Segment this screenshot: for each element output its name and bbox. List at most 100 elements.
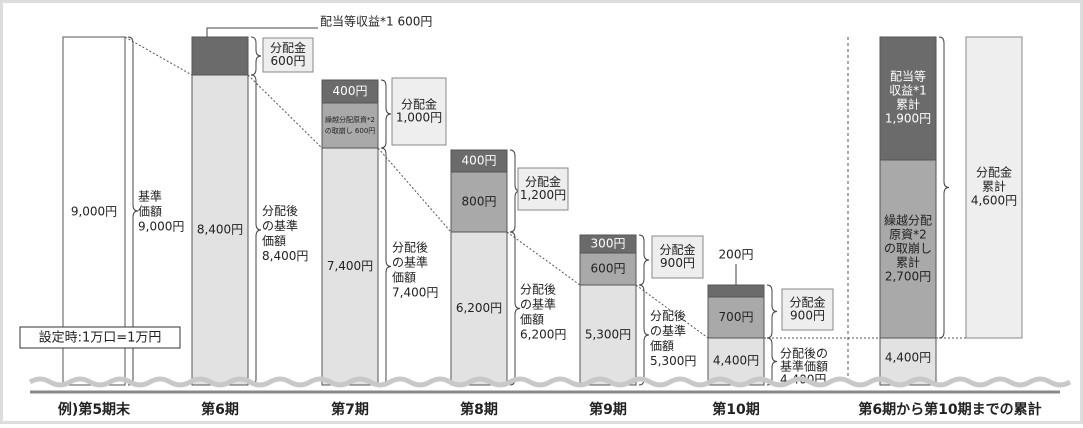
brace <box>938 36 950 339</box>
distribution-box <box>781 288 834 331</box>
label: 400円 <box>333 84 368 98</box>
reserve-segment <box>879 159 937 339</box>
label: 900円 <box>660 256 695 270</box>
distribution-box <box>262 37 314 73</box>
label: 分配金 <box>270 40 306 55</box>
top-annotation: 配当等収益*1 600円 <box>320 15 432 29</box>
label: 価額 <box>520 313 544 327</box>
label: 400円 <box>462 154 497 168</box>
base-value: 8,400円 <box>197 223 243 237</box>
brace <box>250 36 262 76</box>
dark-note: 200円 <box>719 248 754 262</box>
example-value: 9,000円 <box>71 205 117 219</box>
label: 分配後 <box>392 241 428 255</box>
reserve-segment <box>321 102 379 149</box>
label: 分配金 <box>976 165 1012 180</box>
profit-segment <box>879 36 937 161</box>
label: 分配後の <box>780 347 828 361</box>
label: 6,200円 <box>520 328 566 342</box>
label: 価額 <box>650 339 674 353</box>
base-value: 6,200円 <box>456 301 502 315</box>
label: 原資*2 <box>889 228 927 242</box>
reserve-segment <box>579 252 637 286</box>
guide-line <box>635 284 709 339</box>
label: 分配金 <box>789 295 825 310</box>
total-box <box>965 36 1023 339</box>
label: の基準 <box>520 297 556 312</box>
distribution-box <box>391 77 447 146</box>
label: 累計 <box>896 97 920 112</box>
label: 4,600円 <box>971 194 1017 208</box>
label: 累計 <box>982 179 1006 194</box>
label: 600円 <box>271 54 306 68</box>
label: 1,200円 <box>520 188 566 202</box>
label: 分配金 <box>525 174 561 189</box>
label: 分配後 <box>262 204 298 218</box>
reserve-segment <box>707 296 765 339</box>
label: 300円 <box>591 237 626 251</box>
base-segment <box>450 231 508 386</box>
label: 分配後 <box>520 283 556 297</box>
base-segment <box>321 147 379 386</box>
label: 累計 <box>896 255 920 270</box>
label: 価額 <box>392 271 416 285</box>
ground-wave <box>28 376 1072 388</box>
label: 価額 <box>262 234 286 248</box>
label: の基準 <box>650 323 686 338</box>
label: 繰越分配 <box>884 214 932 228</box>
label: の取崩し <box>884 242 932 256</box>
distribution-box <box>651 235 704 279</box>
label: 配当等 <box>890 70 926 84</box>
label: 7,400円 <box>392 286 438 300</box>
label: 700円 <box>719 310 754 324</box>
annotation-line <box>206 27 318 37</box>
base-value: 4,400円 <box>713 354 759 368</box>
profit-segment <box>707 284 765 298</box>
brace <box>250 74 262 386</box>
label: 800円 <box>462 195 497 209</box>
brace <box>380 79 392 149</box>
period-label: 第7期 <box>331 401 369 418</box>
label: 5,300円 <box>650 354 696 368</box>
setting-box <box>19 326 181 349</box>
period-label: 第10期 <box>712 401 759 418</box>
base-value: 4,400円 <box>885 351 931 365</box>
label: 9,000円 <box>138 220 184 234</box>
label: の基準 <box>262 218 298 233</box>
label: の基準 <box>392 255 428 270</box>
label: 900円 <box>790 309 825 323</box>
label: 収益*1 <box>889 84 927 98</box>
base-segment <box>579 284 637 386</box>
brace <box>766 284 778 339</box>
label: 分配金 <box>659 242 695 257</box>
guide-line <box>124 36 193 76</box>
label: の取崩し 600円 <box>325 126 376 135</box>
base-value: 7,400円 <box>327 259 373 273</box>
reserve-segment <box>450 171 508 233</box>
label: 1,900円 <box>885 112 931 126</box>
period-label: 第9期 <box>589 401 627 418</box>
label: 8,400円 <box>262 249 308 263</box>
label: 分配金 <box>401 97 437 112</box>
label: 2,700円 <box>885 270 931 284</box>
label: 価額 <box>138 205 162 219</box>
label: 600円 <box>591 262 626 276</box>
period-label: 第6期から第10期までの累計 <box>858 401 1041 418</box>
period-label: 第8期 <box>460 401 498 418</box>
profit-segment <box>191 36 249 76</box>
guide-line <box>247 74 323 149</box>
label: 繰越分配原資*2 <box>325 115 375 124</box>
base-value: 5,300円 <box>585 328 631 342</box>
period-label: 例)第5期末 <box>58 401 131 418</box>
guide-line <box>377 147 452 233</box>
setting-note: 設定時:1万口=1万円 <box>39 330 162 346</box>
guide-line <box>506 231 581 286</box>
label: 基準 <box>138 189 162 204</box>
label: 1,000円 <box>396 111 442 125</box>
label: 分配後 <box>650 309 686 323</box>
brace <box>638 234 650 286</box>
label: 基準価額 <box>780 359 828 374</box>
period-label: 第6期 <box>201 401 239 418</box>
distribution-box <box>517 167 569 211</box>
